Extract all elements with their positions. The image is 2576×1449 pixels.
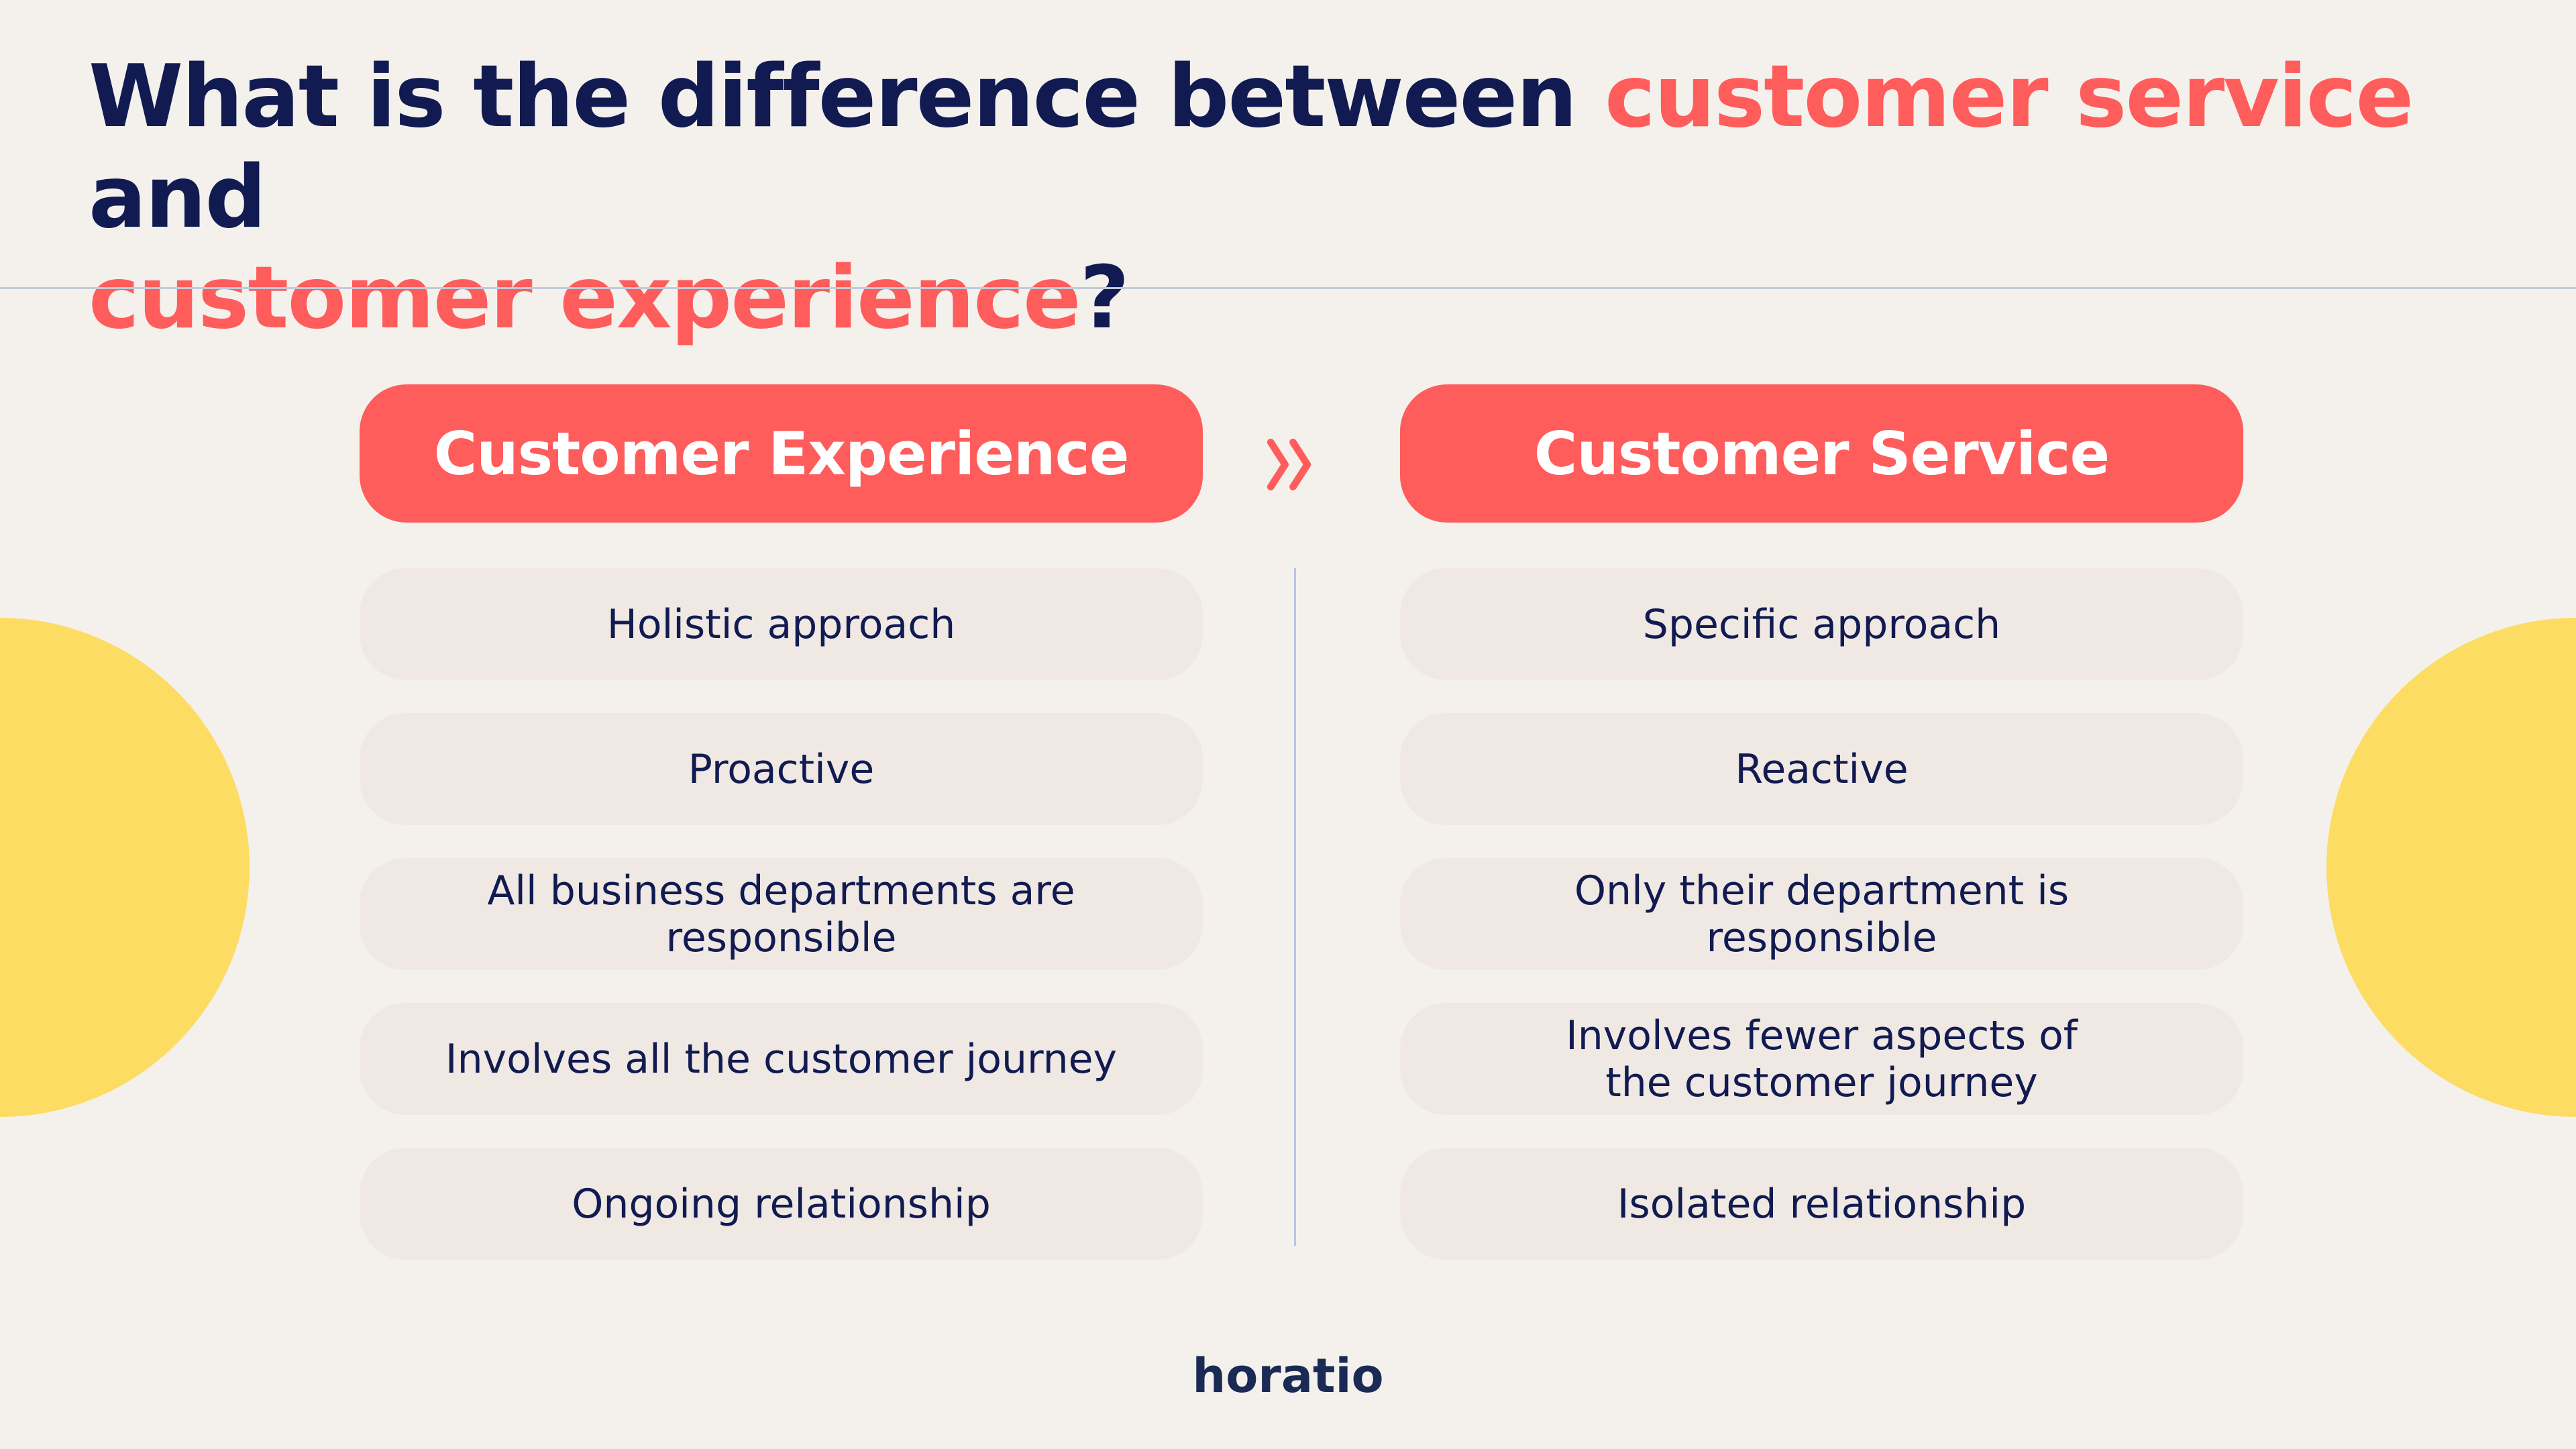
double-chevron-right-icon: [1267, 438, 1311, 491]
list-item: Proactive: [360, 713, 1203, 825]
customer-experience-list: Holistic approach Proactive All business…: [360, 568, 1203, 1293]
decorative-circle-left: [0, 618, 250, 1117]
title-highlight-experience: customer experience: [89, 248, 1081, 348]
list-item: Only their department is responsible: [1400, 858, 2243, 970]
divider: [0, 287, 2576, 289]
list-item: All business departments are responsible: [360, 858, 1203, 970]
title-text: What is the difference between: [89, 47, 1605, 147]
list-item: Isolated relationship: [1400, 1148, 2243, 1260]
horatio-logo: horatio: [1192, 1348, 1384, 1403]
page-title: What is the difference between customer …: [89, 47, 2504, 349]
customer-service-list: Specific approach Reactive Only their de…: [1400, 568, 2243, 1293]
title-text: and: [89, 148, 266, 248]
column-separator: [1294, 568, 1296, 1246]
customer-experience-header: Customer Experience: [360, 384, 1203, 523]
list-item: Involves all the customer journey: [360, 1003, 1203, 1115]
list-item: Specific approach: [1400, 568, 2243, 680]
list-item: Involves fewer aspects of the customer j…: [1400, 1003, 2243, 1115]
list-item: Ongoing relationship: [360, 1148, 1203, 1260]
title-highlight-service: customer service: [1604, 47, 2414, 147]
customer-service-header: Customer Service: [1400, 384, 2243, 523]
list-item: Holistic approach: [360, 568, 1203, 680]
decorative-circle-right: [2326, 618, 2576, 1117]
list-item: Reactive: [1400, 713, 2243, 825]
title-text: ?: [1079, 248, 1130, 348]
